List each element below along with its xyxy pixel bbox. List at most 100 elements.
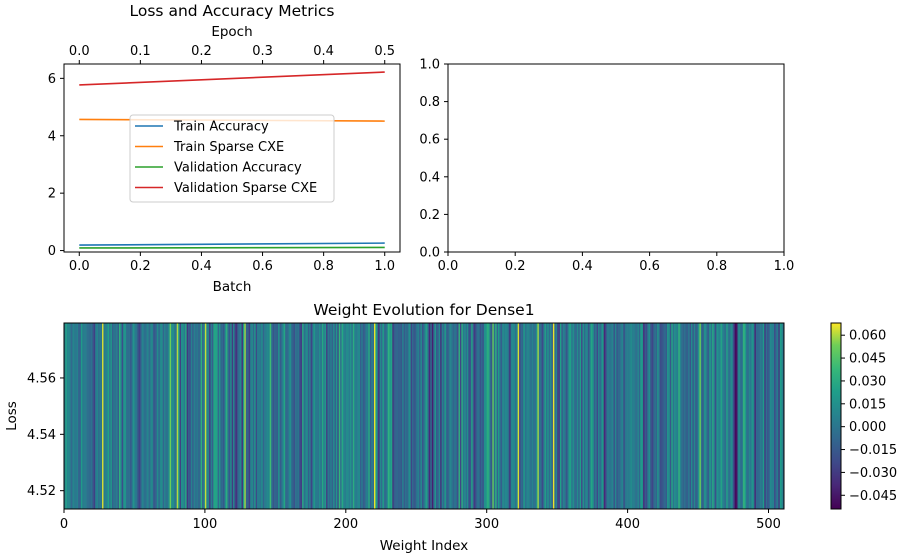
heatmap-cell xyxy=(565,323,568,509)
heatmap-cell xyxy=(133,323,135,509)
heatmap-cell xyxy=(427,323,430,509)
heatmap-cell xyxy=(616,323,619,509)
heatmap-cell xyxy=(404,323,407,509)
heatmap-cell xyxy=(180,323,183,509)
heatmap-cell xyxy=(110,323,113,509)
heatmap-cell xyxy=(574,323,576,509)
colorbar-gradient xyxy=(830,322,842,510)
heatmap-cell xyxy=(520,323,523,509)
heatmap-cell xyxy=(255,323,258,509)
heatmap-cell xyxy=(440,323,442,509)
heatmap-cell xyxy=(548,323,551,509)
heatmap-cell xyxy=(431,323,434,509)
heatmap-cell xyxy=(486,323,489,509)
heatmap-cell xyxy=(182,323,185,509)
heatmap-cell xyxy=(248,323,251,509)
heatmap-cell xyxy=(757,323,759,509)
heatmap-cell xyxy=(454,323,457,509)
heatmap-cell xyxy=(602,323,604,509)
heatmap-cell xyxy=(399,323,402,509)
heatmap-cell xyxy=(142,323,145,509)
x-tick-label: 0.8 xyxy=(313,259,334,274)
heatmap-cell xyxy=(166,323,169,509)
heatmap-cell xyxy=(478,323,481,509)
colorbar-tick-label: 0.015 xyxy=(849,397,886,412)
heatmap-cell xyxy=(113,323,116,509)
heatmap-cell xyxy=(437,323,440,509)
heatmap-cell xyxy=(592,323,595,509)
heatmap-cell xyxy=(521,323,524,509)
heatmap-cell xyxy=(149,323,152,509)
heatmap-cell xyxy=(350,323,352,509)
heatmap-cell xyxy=(578,323,581,509)
heatmap-cell xyxy=(313,323,316,509)
heatmap-cell xyxy=(579,323,582,509)
heatmap-cell xyxy=(310,323,313,509)
heatmap-cell xyxy=(279,323,282,509)
heatmap-cell xyxy=(482,323,485,509)
heatmap-cell xyxy=(693,323,696,509)
heatmap-cell xyxy=(197,323,200,509)
heatmap-cells xyxy=(64,323,785,509)
heatmap-cell xyxy=(550,323,552,509)
x-axis-label: Batch xyxy=(213,279,252,295)
heatmap-cell xyxy=(331,323,334,509)
heatmap-cell xyxy=(727,323,730,509)
heatmap-cell xyxy=(729,323,731,509)
heatmap-cell xyxy=(476,323,479,509)
heatmap-cell xyxy=(207,323,210,509)
heatmap-cell xyxy=(543,323,545,509)
heatmap-cell xyxy=(643,323,645,509)
x-top-tick-label: 0.0 xyxy=(69,44,90,59)
heatmap-cell xyxy=(280,323,283,509)
heatmap-cell xyxy=(434,323,437,509)
y-axis-ticks: 0.0 0.2 0.4 0.6 0.8 1.0 xyxy=(419,58,448,261)
heatmap-cell xyxy=(517,323,520,509)
heatmap-cell xyxy=(107,323,110,509)
heatmap-cell xyxy=(485,323,488,509)
heatmap-cell xyxy=(92,323,94,509)
heatmap-cell xyxy=(445,323,448,509)
heatmap-cell xyxy=(351,323,354,509)
heatmap-cell xyxy=(186,323,189,509)
heatmap-cell xyxy=(589,323,592,509)
heatmap-cell xyxy=(289,323,292,509)
heatmap-cell xyxy=(692,323,695,509)
heatmap-cell xyxy=(164,323,166,509)
heatmap-cell xyxy=(137,323,140,509)
heatmap-cell xyxy=(116,323,118,509)
heatmap-cell xyxy=(710,323,713,509)
heatmap-cell xyxy=(104,323,107,509)
heatmap-cell xyxy=(176,323,179,509)
heatmap-cell xyxy=(69,323,72,509)
heatmap-cell xyxy=(466,323,469,509)
heatmap-cell xyxy=(357,323,359,509)
x-top-tick-label: 0.1 xyxy=(130,44,151,59)
heatmap-cell xyxy=(545,323,548,509)
heatmap-cell xyxy=(251,323,254,509)
colorbar-tick-label: −0.030 xyxy=(849,466,897,481)
heatmap-cell xyxy=(668,323,671,509)
heatmap-cell xyxy=(619,323,621,509)
heatmap-cell xyxy=(519,323,521,509)
heatmap-cell xyxy=(624,323,627,509)
heatmap-cell xyxy=(218,323,221,509)
heatmap-cell xyxy=(568,323,571,509)
heatmap-cell xyxy=(700,323,703,509)
heatmap-cell xyxy=(744,323,747,509)
heatmap-cell xyxy=(285,323,287,509)
heatmap-cell xyxy=(438,323,441,509)
heatmap-cell xyxy=(613,323,616,509)
heatmap-cell xyxy=(457,323,459,509)
heatmap-cell xyxy=(200,323,203,509)
heatmap-cell xyxy=(705,323,707,509)
heatmap-cell xyxy=(472,323,475,509)
heatmap-cell xyxy=(426,323,428,509)
heatmap-cell xyxy=(406,323,409,509)
heatmap-cell xyxy=(657,323,659,509)
heatmap-cell xyxy=(130,323,132,509)
heatmap-cell xyxy=(554,323,557,509)
heatmap-cell xyxy=(288,323,290,509)
heatmap-cell xyxy=(376,323,379,509)
